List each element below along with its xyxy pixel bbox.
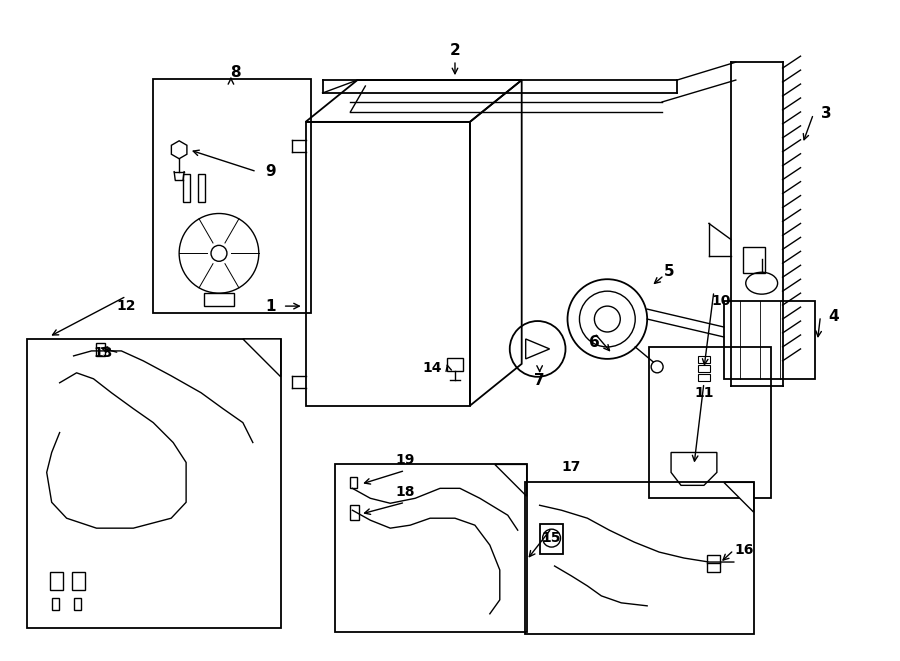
Bar [96, 343, 105, 356]
Polygon shape [495, 465, 526, 496]
Text: 12: 12 [117, 299, 136, 313]
Text: 17: 17 [562, 461, 581, 475]
Text: 4: 4 [828, 309, 839, 324]
Bar [525, 483, 753, 634]
Bar [698, 356, 710, 363]
Text: 7: 7 [535, 373, 544, 388]
Polygon shape [724, 483, 753, 512]
Bar [153, 79, 310, 313]
Text: 8: 8 [230, 65, 241, 79]
Text: 13: 13 [94, 346, 113, 360]
Text: 14: 14 [422, 361, 442, 375]
Text: 18: 18 [395, 485, 415, 499]
Bar [198, 174, 205, 202]
Bar [72, 572, 85, 590]
Bar [183, 174, 190, 202]
Text: 5: 5 [664, 264, 674, 279]
Text: 3: 3 [821, 106, 832, 122]
Text: 6: 6 [589, 335, 599, 350]
Bar [724, 301, 815, 379]
Text: 16: 16 [734, 543, 753, 557]
Text: 15: 15 [542, 531, 562, 545]
Bar [698, 365, 710, 372]
Polygon shape [243, 339, 281, 377]
Bar [336, 465, 526, 632]
Bar [447, 358, 463, 371]
Bar [204, 293, 234, 306]
Bar [350, 477, 357, 488]
Text: 9: 9 [266, 164, 276, 179]
Bar [649, 347, 770, 498]
Bar [706, 555, 720, 572]
Bar [350, 505, 359, 520]
Bar [27, 339, 281, 628]
Bar [50, 572, 63, 590]
Bar [51, 598, 59, 610]
Bar [742, 247, 765, 273]
Bar [74, 598, 81, 610]
Text: 11: 11 [694, 386, 714, 400]
Bar [698, 374, 710, 381]
Text: 2: 2 [450, 43, 461, 58]
Text: 1: 1 [266, 299, 276, 313]
Text: 10: 10 [711, 294, 731, 308]
Bar [540, 524, 562, 554]
Text: 19: 19 [395, 453, 415, 467]
